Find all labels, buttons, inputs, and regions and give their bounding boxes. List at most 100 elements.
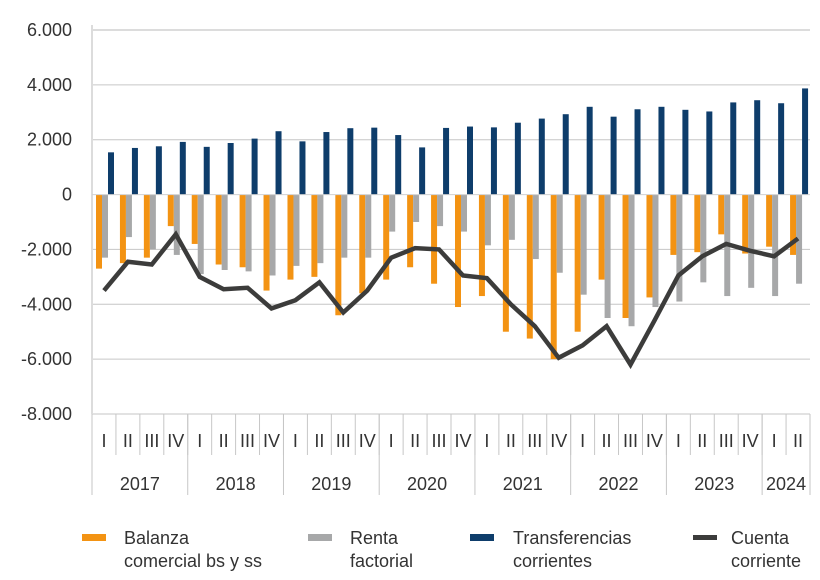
y-tick-label: 6.000 [27,20,72,40]
bar-renta-factorial [269,194,276,276]
quarter-label: III [336,431,351,451]
quarter-label: IV [454,431,471,451]
bar-renta-factorial [508,194,515,240]
bar-renta-factorial [580,194,587,295]
bar-transferencias-corrientes [802,88,809,195]
bar-renta-factorial [365,194,372,258]
bar-balanza-comercial-bs-y-ss [215,194,222,265]
quarter-label: III [623,431,638,451]
bar-renta-factorial [245,194,252,272]
quarter-label: II [506,431,516,451]
legend-label: Balanza [124,528,190,548]
bar-balanza-comercial-bs-y-ss [670,194,677,255]
bar-transferencias-corrientes [730,102,737,195]
bar-balanza-comercial-bs-y-ss [646,194,653,298]
quarter-label: I [389,431,394,451]
bar-balanza-comercial-bs-y-ss [598,194,605,280]
quarter-label: I [293,431,298,451]
bar-balanza-comercial-bs-y-ss [287,194,294,280]
bar-renta-factorial [652,194,659,308]
bar-renta-factorial [461,194,467,232]
quarter-label: IV [167,431,184,451]
bar-renta-factorial [341,194,348,258]
quarter-label: II [697,431,707,451]
quarter-label: I [772,431,777,451]
bar-renta-factorial [389,194,396,232]
bar-balanza-comercial-bs-y-ss [502,194,509,332]
legend-label: Transferencias [513,528,631,548]
legend-label: Cuenta [731,528,790,548]
bar-renta-factorial [700,194,707,283]
line-cuenta-corriente [102,230,800,370]
bar-renta-factorial [556,194,563,273]
bar-transferencias-corrientes [347,128,354,195]
y-axis: 6.000 4.000 2.000 0 -2.000 -4.000 -6.000 -8.000 [21,20,72,424]
bar-renta-factorial [125,194,132,238]
legend-label: Renta [350,528,399,548]
quarter-label: III [719,431,734,451]
quarter-label: IV [359,431,376,451]
bar-renta-factorial [628,194,635,327]
year-label: 2018 [216,474,256,494]
bar-balanza-comercial-bs-y-ss [119,194,126,264]
bar-transferencias-corrientes [586,106,593,195]
bar-transferencias-corrientes [754,100,761,195]
bar-transferencias-corrientes [682,109,689,195]
y-tick-label: -4.000 [21,294,72,314]
quarter-label: II [793,431,803,451]
bar-renta-factorial [317,194,324,264]
bar-balanza-comercial-bs-y-ss [239,194,246,268]
y-tick-label: -8.000 [21,404,72,424]
quarter-label: III [144,431,159,451]
year-label: 2024 [766,474,806,494]
quarter-label: I [580,431,585,451]
quarter-label: I [101,431,106,451]
bar-balanza-comercial-bs-y-ss [550,194,557,360]
bars [96,88,809,360]
bar-balanza-comercial-bs-y-ss [790,194,797,255]
bar-transferencias-corrientes [131,147,138,195]
year-label: 2021 [503,474,543,494]
bar-balanza-comercial-bs-y-ss [335,194,342,316]
bar-transferencias-corrientes [108,152,114,195]
bar-transferencias-corrientes [203,146,210,195]
quarter-label: II [219,431,229,451]
quarter-label: II [314,431,324,451]
line-series [102,230,800,370]
legend-label: corrientes [513,551,592,571]
y-tick-label: -2.000 [21,239,72,259]
bar-renta-factorial [293,194,300,266]
quarter-label: IV [742,431,759,451]
bar-renta-factorial [221,194,228,270]
bar-balanza-comercial-bs-y-ss [694,194,701,253]
legend-swatch [82,534,106,541]
quarter-label: II [123,431,133,451]
bar-balanza-comercial-bs-y-ss [383,194,390,280]
legend-label: corriente [731,551,801,571]
bar-transferencias-corrientes [419,147,426,195]
legend-swatch-line [693,535,717,540]
bar-transferencias-corrientes [155,146,162,195]
bar-transferencias-corrientes [179,141,186,195]
quarter-label: I [484,431,489,451]
year-label: 2022 [599,474,639,494]
bar-transferencias-corrientes [371,127,378,195]
quarter-label: IV [263,431,280,451]
bar-transferencias-corrientes [395,135,402,195]
year-label: 2020 [407,474,447,494]
y-tick-label: -6.000 [21,349,72,369]
bar-balanza-comercial-bs-y-ss [526,194,533,339]
bar-balanza-comercial-bs-y-ss [96,194,102,269]
bar-transferencias-corrientes [706,111,713,195]
bar-renta-factorial [413,194,420,222]
bar-transferencias-corrientes [443,127,450,195]
bar-renta-factorial [748,194,755,288]
y-tick-label: 0 [62,185,72,205]
bar-transferencias-corrientes [514,122,521,195]
quarter-label: I [197,431,202,451]
quarter-label: II [602,431,612,451]
bar-transferencias-corrientes [227,143,234,195]
year-label: 2023 [694,474,734,494]
bar-renta-factorial [532,194,539,260]
